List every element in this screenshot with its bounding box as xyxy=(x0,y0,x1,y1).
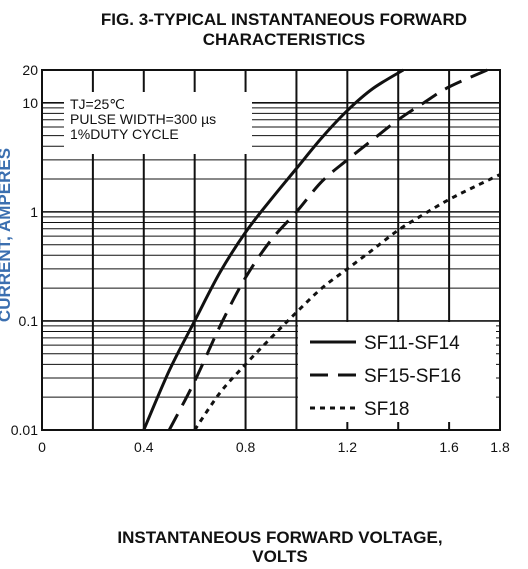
annotation-text: PULSE WIDTH=300 µs xyxy=(70,111,216,127)
x-tick-label: 0.4 xyxy=(134,439,154,455)
y-tick-label: 0.1 xyxy=(19,313,39,329)
x-axis-label-line-1: INSTANTANEOUS FORWARD VOLTAGE, xyxy=(117,528,443,547)
legend-label-2: SF15-SF16 xyxy=(364,366,461,387)
plot-frame xyxy=(41,69,501,431)
legend-box xyxy=(298,322,496,422)
y-tick-label: 10 xyxy=(22,95,38,111)
chart-title-line-1: FIG. 3-TYPICAL INSTANTANEOUS FORWARD xyxy=(100,10,468,29)
y-tick-label: 1 xyxy=(30,204,38,220)
legend-layer: SF11-SF14 SF15-SF16 SF18 xyxy=(298,322,496,422)
chart-title-line-2: CHARACTERISTICS xyxy=(202,30,366,49)
series-line-1 xyxy=(142,68,405,431)
annotation-text: TJ=25℃ xyxy=(70,96,125,112)
tick-label-layer: 0.01 0.1 1 10 20 0 0.4 0.8 1.2 1.6 1.8 xyxy=(11,62,510,455)
series-line-3 xyxy=(193,173,501,431)
x-tick-label: 1.8 xyxy=(490,439,510,455)
x-axis-label-line-2: VOLTS xyxy=(252,547,308,566)
annotation-text: 1%DUTY CYCLE xyxy=(70,126,179,142)
legend-label-1: SF11-SF14 xyxy=(364,333,460,354)
x-tick-label: 1.6 xyxy=(439,439,459,455)
y-tick-label: 0.01 xyxy=(11,422,38,438)
series-line-2 xyxy=(167,68,488,431)
x-tick-label: 0 xyxy=(38,439,46,455)
x-tick-label: 1.2 xyxy=(338,439,358,455)
series-layer xyxy=(142,68,501,431)
legend-label-3: SF18 xyxy=(364,399,409,420)
x-tick-label: 0.8 xyxy=(236,439,256,455)
annotation-box xyxy=(64,92,252,154)
y-tick-label: 20 xyxy=(22,62,38,78)
